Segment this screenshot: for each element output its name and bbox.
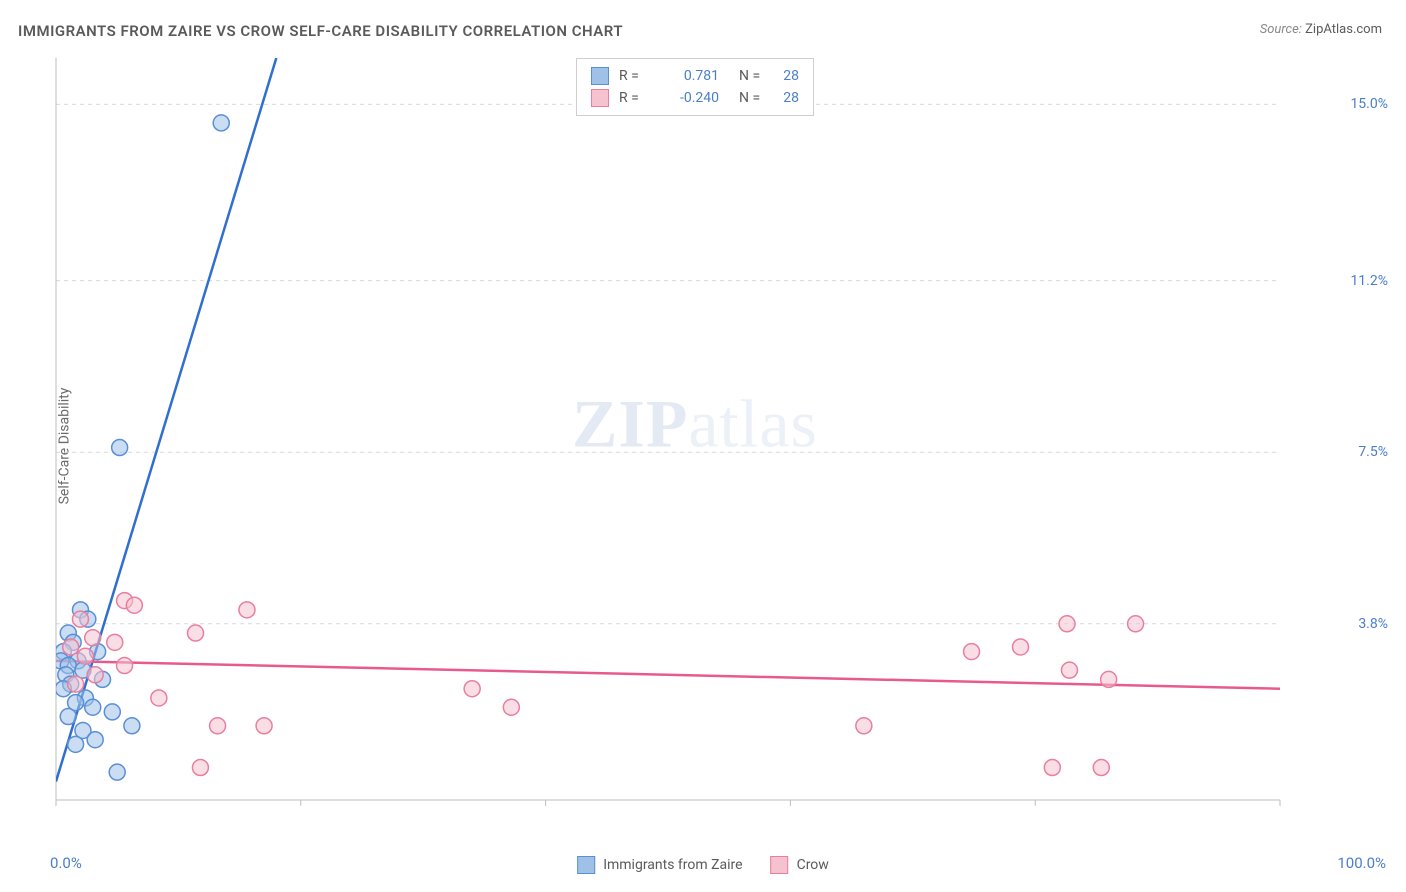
xlegend-item-crow: Crow [771, 856, 829, 874]
x-axis-min-label: 0.0% [50, 854, 82, 872]
y-tick-label: 15.0% [1350, 96, 1388, 112]
xlegend-item-zaire: Immigrants from Zaire [577, 856, 742, 874]
x-axis-max-label: 100.0% [1337, 854, 1386, 872]
xlegend-swatch-zaire [577, 856, 595, 874]
legend-r-value-zaire: 0.781 [655, 65, 719, 87]
xlegend-label-crow: Crow [797, 857, 829, 873]
source-label: Source: [1260, 22, 1302, 37]
source-attribution: Source: ZipAtlas.com [1260, 22, 1382, 37]
correlation-legend: R = 0.781 N = 28 R = -0.240 N = 28 [576, 58, 814, 116]
legend-swatch-crow [591, 89, 609, 107]
xlegend-swatch-crow [771, 856, 789, 874]
chart-svg [50, 54, 1340, 824]
y-tick-label: 11.2% [1350, 273, 1388, 289]
legend-n-value-zaire: 28 [771, 65, 799, 87]
legend-row-zaire: R = 0.781 N = 28 [591, 65, 799, 87]
legend-r-label: R = [619, 65, 645, 87]
legend-r-label: R = [619, 87, 645, 109]
legend-n-label: N = [739, 87, 761, 109]
legend-row-crow: R = -0.240 N = 28 [591, 87, 799, 109]
plot-area: R = 0.781 N = 28 R = -0.240 N = 28 ZIPat… [50, 54, 1340, 824]
y-tick-label: 3.8% [1358, 616, 1388, 632]
chart-title: IMMIGRANTS FROM ZAIRE VS CROW SELF-CARE … [18, 22, 623, 40]
legend-swatch-zaire [591, 67, 609, 85]
y-tick-label: 7.5% [1358, 444, 1388, 460]
legend-r-value-crow: -0.240 [655, 87, 719, 109]
x-axis-legend: Immigrants from Zaire Crow [577, 856, 829, 874]
source-value: ZipAtlas.com [1305, 22, 1382, 37]
legend-n-value-crow: 28 [771, 87, 799, 109]
xlegend-label-zaire: Immigrants from Zaire [603, 857, 742, 873]
legend-n-label: N = [739, 65, 761, 87]
